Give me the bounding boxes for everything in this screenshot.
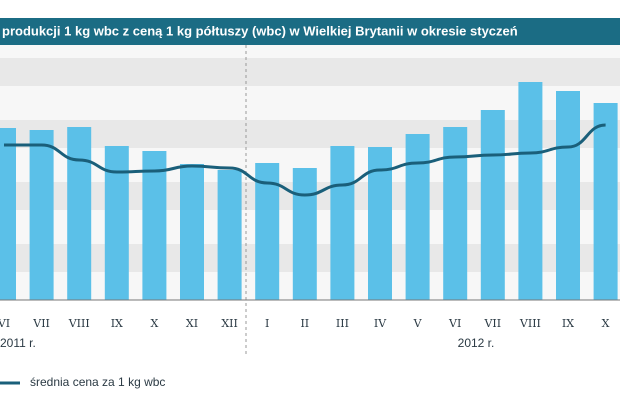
x-tick-label: VIII: [68, 317, 90, 330]
x-tick-label: X: [602, 317, 610, 330]
x-tick-label: X: [150, 317, 158, 330]
x-tick-label: XII: [221, 317, 238, 330]
bar: [142, 151, 167, 300]
legend-label: średnia cena za 1 kg wbc: [30, 375, 165, 389]
bar: [67, 127, 92, 300]
x-tick-label: VI: [0, 317, 10, 330]
group-label: 2011 r.: [0, 336, 36, 350]
bar: [405, 134, 430, 300]
bar: [593, 103, 618, 300]
title-bar: [0, 18, 620, 45]
bar: [29, 130, 54, 300]
bar: [480, 110, 505, 300]
band: [0, 58, 620, 86]
x-tick-label: VIII: [519, 317, 541, 330]
bar: [330, 146, 355, 300]
x-tick-label: VII: [483, 317, 501, 330]
x-tick-label: V: [413, 317, 423, 330]
x-tick-label: VI: [448, 317, 461, 330]
bar: [443, 127, 468, 300]
chart-title: produkcji 1 kg wbc z ceną 1 kg półtuszy …: [2, 23, 518, 38]
line-series: [4, 123, 606, 197]
x-tick-label: II: [300, 317, 309, 330]
bar: [292, 168, 317, 300]
x-tick-label: IX: [562, 317, 574, 330]
bar: [255, 163, 280, 300]
band: [0, 120, 620, 148]
bar: [556, 91, 580, 300]
x-tick-label: XI: [186, 317, 198, 330]
x-tick-label: VII: [32, 317, 50, 330]
bar: [180, 164, 204, 300]
bar: [0, 128, 16, 300]
x-tick-label: III: [336, 317, 349, 330]
bar: [518, 82, 543, 300]
x-tick-label: IV: [374, 317, 387, 330]
bar: [104, 146, 129, 300]
bar: [217, 170, 242, 300]
x-tick-label: I: [265, 317, 269, 330]
group-label: 2012 r.: [458, 336, 495, 350]
x-tick-label: IX: [111, 317, 123, 330]
